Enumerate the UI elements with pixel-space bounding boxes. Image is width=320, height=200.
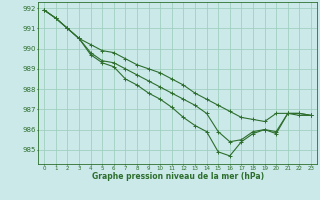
X-axis label: Graphe pression niveau de la mer (hPa): Graphe pression niveau de la mer (hPa)	[92, 172, 264, 181]
